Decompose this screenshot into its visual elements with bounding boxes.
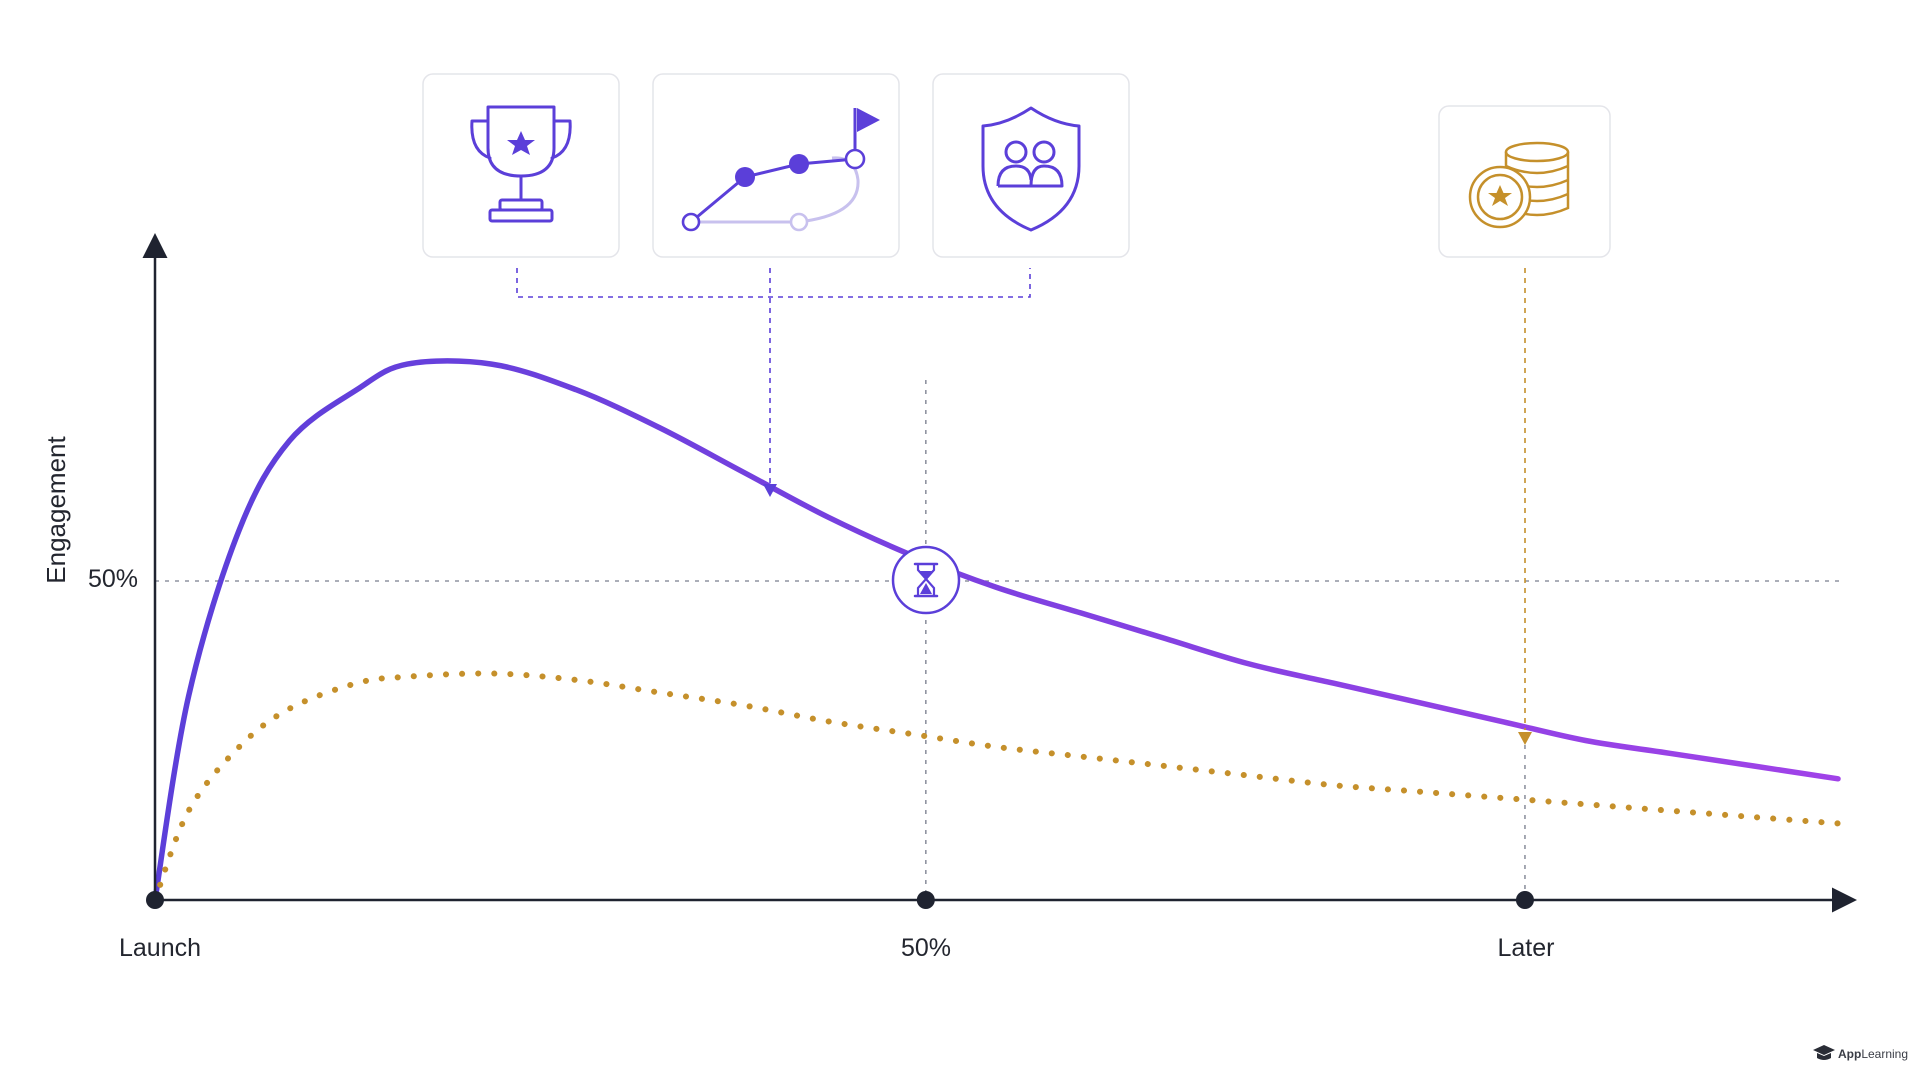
x-axis-markers — [146, 891, 1534, 909]
y-tick-50: 50% — [88, 565, 138, 593]
x-tick-later: Later — [1498, 934, 1555, 962]
brand-name-light: Learning — [1861, 1047, 1908, 1061]
progress-path-card — [652, 73, 900, 258]
brand-name-bold: App — [1838, 1047, 1861, 1061]
series-group — [152, 358, 1841, 903]
trophy-card — [422, 73, 620, 258]
early-group-connector — [516, 268, 1031, 485]
series-line-2 — [152, 670, 1841, 903]
coins-icon — [1468, 141, 1570, 229]
series-line-1 — [152, 358, 1841, 903]
early-connector-arrowhead — [763, 484, 777, 497]
late-connector-arrowhead — [1518, 732, 1532, 745]
x-marker-1 — [146, 891, 164, 909]
x-tick-launch: Launch — [119, 934, 201, 962]
brand-logo: AppLearning — [1813, 1045, 1908, 1061]
graduation-cap-icon — [1813, 1045, 1835, 1060]
y-axis-title: Engagement — [41, 436, 71, 584]
x-tick-midpoint: 50% — [901, 934, 951, 962]
coins-card — [1438, 105, 1611, 258]
x-marker-3 — [1515, 891, 1534, 909]
shield-community-icon — [981, 106, 1081, 232]
guide-lines — [155, 380, 1840, 900]
shield-card — [932, 73, 1130, 258]
progress-path-icon — [681, 108, 880, 232]
trophy-icon — [470, 105, 572, 223]
brand-name: AppLearning — [1838, 1047, 1908, 1061]
hourglass-icon — [891, 545, 961, 615]
x-marker-2 — [916, 891, 935, 909]
